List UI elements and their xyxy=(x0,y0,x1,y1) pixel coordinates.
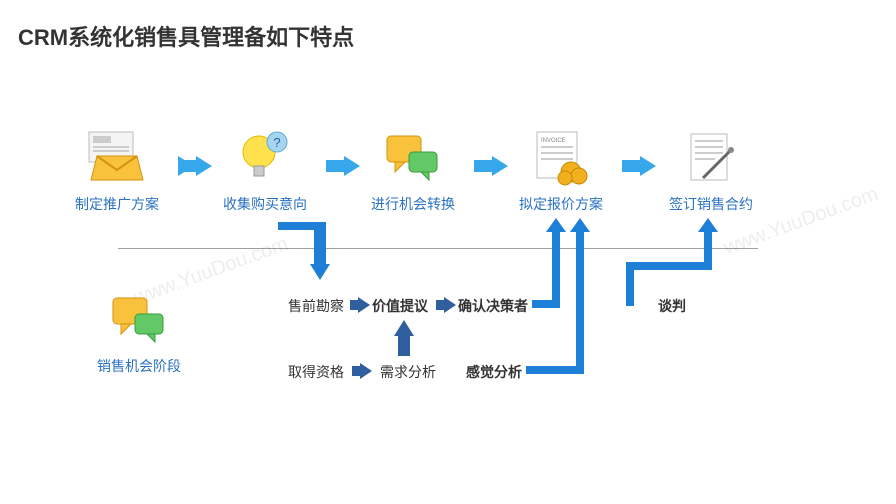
node-label: 拟定报价方案 xyxy=(506,194,616,214)
text-feel: 感觉分析 xyxy=(466,362,522,382)
node-stage: 销售机会阶段 xyxy=(84,290,194,376)
divider-line xyxy=(118,248,758,249)
node-label: 进行机会转换 xyxy=(358,194,468,214)
chat-bubbles-icon xyxy=(379,128,447,188)
invoice-coins-icon: INVOICE xyxy=(527,128,595,188)
text-negotiate: 谈判 xyxy=(658,296,686,316)
contract-pen-icon xyxy=(677,128,745,188)
arrow-up-icon xyxy=(546,218,566,232)
text-decision: 确认决策者 xyxy=(458,296,528,316)
text-qualify: 取得资格 xyxy=(288,362,344,382)
node-sign: 签订销售合约 xyxy=(656,128,766,214)
node-label: 销售机会阶段 xyxy=(84,356,194,376)
node-convert: 进行机会转换 xyxy=(358,128,468,214)
node-quote: INVOICE 拟定报价方案 xyxy=(506,128,616,214)
chat-bubbles-icon xyxy=(105,290,173,350)
connector xyxy=(576,232,584,374)
lightbulb-icon: ? xyxy=(231,128,299,188)
node-label: 收集购买意向 xyxy=(210,194,320,214)
text-demand: 需求分析 xyxy=(380,362,436,382)
text-value: 价值提议 xyxy=(372,296,428,316)
page-title: CRM系统化销售具管理备如下特点 xyxy=(18,20,354,52)
arrow-up-icon xyxy=(570,218,590,232)
node-plan: 制定推广方案 xyxy=(62,128,172,214)
connector xyxy=(626,262,712,270)
mail-news-icon xyxy=(83,128,151,188)
arrow-up-icon xyxy=(698,218,718,232)
node-collect: ? 收集购买意向 xyxy=(210,128,320,214)
text-presales: 售前勘察 xyxy=(288,296,344,316)
connector xyxy=(704,232,712,270)
svg-text:?: ? xyxy=(273,135,280,150)
svg-text:INVOICE: INVOICE xyxy=(541,138,566,144)
connector xyxy=(552,232,560,308)
node-label: 签订销售合约 xyxy=(656,194,766,214)
node-label: 制定推广方案 xyxy=(62,194,172,214)
